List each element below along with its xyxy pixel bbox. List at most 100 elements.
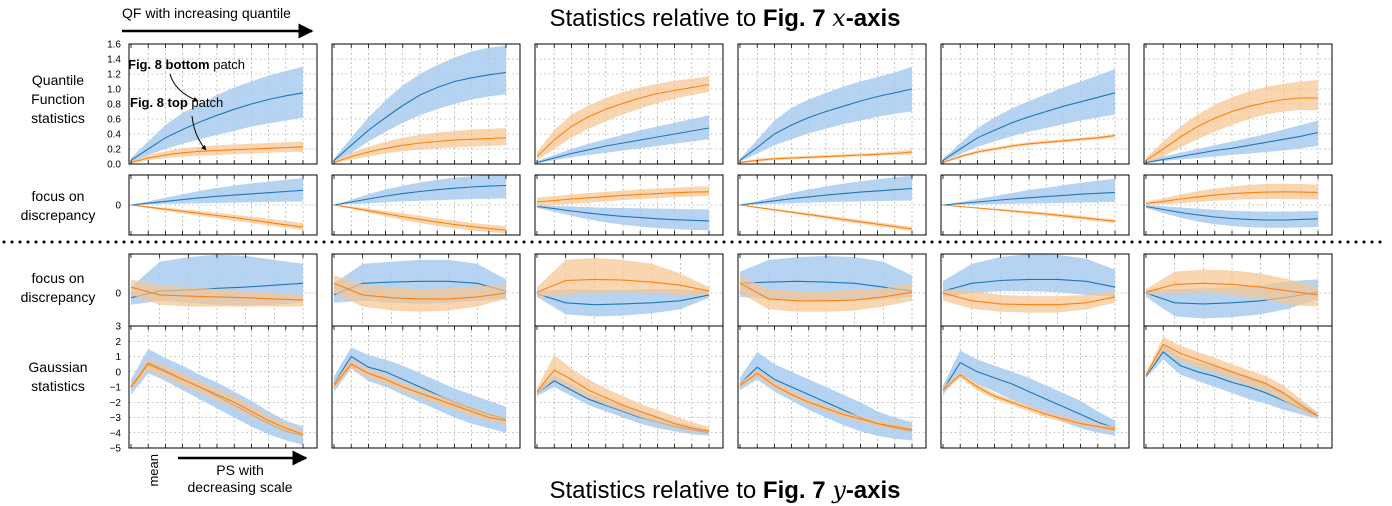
ytick-label: 0.0 <box>107 160 121 171</box>
row-label-qf-2: Function <box>31 91 85 107</box>
panel-frame <box>940 174 1130 236</box>
annotations: Fig. 8 bottom patch Fig. 8 top patch <box>128 57 245 151</box>
panel-frame <box>331 325 521 449</box>
panel-r3-c3 <box>737 325 927 449</box>
panel-frame <box>1143 325 1333 449</box>
orange-band <box>537 76 709 161</box>
blue-mean-line <box>1145 205 1319 221</box>
panel-r3-c5 <box>1143 325 1333 449</box>
panel-r0-c0 <box>128 43 318 165</box>
orange-mean-line <box>942 204 1116 222</box>
panel-r1-c5 <box>1143 174 1333 236</box>
ytick-label: −1 <box>110 383 122 394</box>
orange-band <box>537 257 709 297</box>
orange-mean-line <box>536 83 710 157</box>
annotation-bottom-patch: Fig. 8 bottom patch <box>128 57 245 72</box>
blue-band <box>131 178 303 205</box>
row-label-qf-3: statistics <box>31 110 85 126</box>
orange-mean-line <box>536 278 710 293</box>
panel-frame <box>737 43 927 165</box>
orange-band <box>131 141 303 164</box>
orange-mean-line <box>333 204 507 231</box>
orange-mean-line <box>536 369 710 432</box>
orange-mean-line <box>333 282 507 300</box>
ytick-label: 1.2 <box>107 70 121 81</box>
ytick-label: 0 <box>115 367 121 378</box>
orange-band <box>740 275 912 312</box>
panel-r1-c1 <box>331 174 521 236</box>
ytick-label: 1.0 <box>107 85 121 96</box>
orange-band <box>537 186 709 207</box>
row-label-gauss-1: Gaussian <box>28 359 87 375</box>
blue-mean-line <box>333 280 507 296</box>
panel-r3-c2 <box>534 325 724 449</box>
row-label-gauss-2: statistics <box>31 378 85 394</box>
panel-r0-c3 <box>737 43 927 165</box>
panel-frame <box>940 43 1130 165</box>
blue-band <box>334 45 506 162</box>
row-label-fod-y-2: discrepancy <box>21 289 96 305</box>
ytick-label: 1.4 <box>107 55 121 66</box>
ytick-label: −4 <box>110 428 122 439</box>
orange-band <box>131 279 303 307</box>
panel-r2-c4 <box>940 253 1130 333</box>
panel-frame <box>128 174 318 236</box>
orange-mean-line <box>1145 97 1318 161</box>
panel-r2-c2 <box>534 253 724 333</box>
panel-frame <box>534 174 724 236</box>
ytick-label: 0.4 <box>107 130 121 141</box>
ytick-label: 1.6 <box>107 40 121 51</box>
ytick-label: −3 <box>110 413 122 424</box>
blue-mean-line <box>536 127 710 164</box>
orange-band <box>1146 183 1318 205</box>
ytick-label: −5 <box>110 444 122 455</box>
orange-band <box>943 134 1115 164</box>
blue-mean-line <box>130 92 304 161</box>
annotation-bottom-arrow <box>169 73 199 102</box>
panel-r2-c0 <box>128 253 318 333</box>
panel-frame <box>940 325 1130 449</box>
blue-mean-line <box>942 278 1116 292</box>
orange-band <box>1146 336 1318 419</box>
blue-band <box>1146 205 1318 228</box>
orange-mean-line <box>942 374 1116 431</box>
panel-frame <box>1143 174 1333 236</box>
orange-band <box>740 370 912 433</box>
ytick-label: 0.2 <box>107 145 121 156</box>
panel-r1-c3 <box>737 174 927 236</box>
orange-mean-line <box>739 151 913 164</box>
blue-band <box>740 351 912 441</box>
panel-frame <box>534 43 724 165</box>
panel-frame <box>331 174 521 236</box>
row-labels: Quantile Function statistics focus on di… <box>21 72 96 394</box>
annotation-top-patch: Fig. 8 top patch <box>130 95 223 110</box>
panel-frame <box>128 325 318 449</box>
orange-band <box>334 275 506 312</box>
orange-band <box>1146 269 1318 307</box>
panel-frame <box>1143 43 1333 165</box>
panel-r1-c0 <box>128 174 318 236</box>
row-label-fod-x-2: discrepancy <box>21 207 96 223</box>
panel-r2-c1 <box>331 253 521 333</box>
blue-mean-line <box>739 187 913 206</box>
qf-arrow-label: QF with increasing quantile <box>122 5 291 21</box>
blue-band <box>943 68 1115 162</box>
blue-mean-line <box>739 88 913 161</box>
ps-arrow-label-line2: decreasing scale <box>187 479 292 495</box>
blue-mean-line <box>942 191 1116 206</box>
orange-mean-line <box>1145 343 1319 417</box>
blue-mean-line <box>536 293 710 306</box>
panel-r2-c5 <box>1143 253 1333 333</box>
orange-mean-line <box>333 363 507 422</box>
ps-arrow-label-line1: PS with <box>216 462 263 478</box>
orange-mean-line <box>1145 191 1319 205</box>
top-title: Statistics relative to Fig. 7 x-axis <box>549 4 900 32</box>
bottom-title: Statistics relative to Fig. 7 y-axis <box>549 476 900 504</box>
row-label-qf-1: Quantile <box>32 72 84 88</box>
panel-frame <box>737 325 927 449</box>
panel-frame <box>534 325 724 449</box>
panel-r0-c1 <box>331 43 521 165</box>
orange-band <box>334 359 506 424</box>
blue-mean-line <box>1145 131 1319 164</box>
